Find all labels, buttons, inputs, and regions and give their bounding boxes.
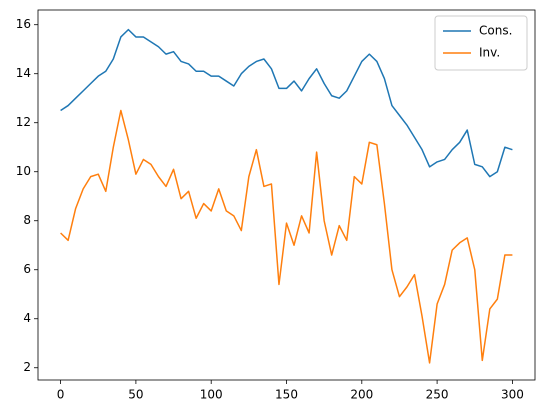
axes-frame	[37, 9, 536, 381]
y-tick-label: 6	[23, 262, 31, 276]
x-tick-label: 200	[350, 388, 373, 402]
x-tick-label: 50	[128, 388, 143, 402]
x-tick-label: 100	[200, 388, 223, 402]
y-tick-label: 12	[16, 115, 31, 129]
x-tick-label: 300	[501, 388, 524, 402]
y-tick-label: 10	[16, 164, 31, 178]
x-tick-label: 250	[426, 388, 449, 402]
legend-label: Inv.	[479, 46, 500, 60]
y-tick-label: 2	[23, 360, 31, 374]
y-tick-label: 8	[23, 213, 31, 227]
series-line	[60, 109, 513, 364]
y-tick-label: 16	[16, 17, 31, 31]
legend-label: Cons.	[479, 24, 512, 38]
y-tick-label: 4	[23, 311, 31, 325]
legend-box	[434, 15, 528, 71]
series-line	[60, 28, 513, 178]
x-tick-label: 150	[275, 388, 298, 402]
x-tick-label: 0	[57, 388, 65, 402]
y-tick-label: 14	[16, 66, 31, 80]
